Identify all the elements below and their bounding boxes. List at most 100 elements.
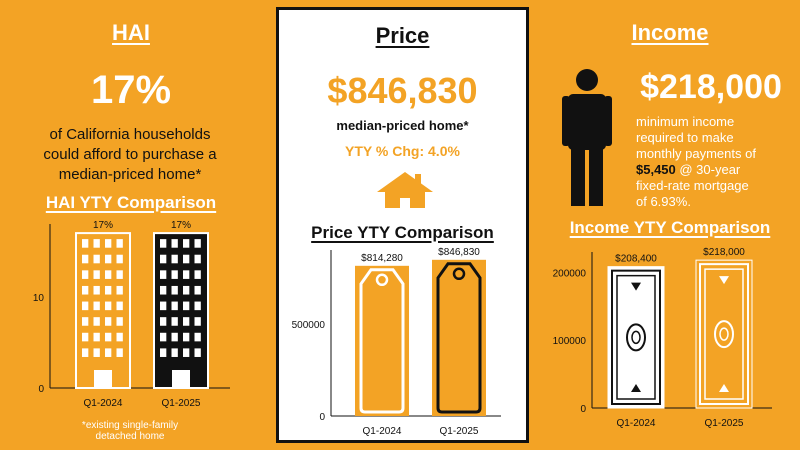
building-window	[82, 285, 89, 295]
hai-comparison-title: HAI YTY Comparison	[45, 193, 217, 212]
hai-chart: 0 10 17% Q1-2024 17% Q1-2025	[33, 220, 230, 409]
building-window	[93, 332, 100, 342]
category-label: Q1-2025	[162, 398, 201, 409]
building-window	[82, 301, 89, 311]
price-tag-hole	[452, 267, 466, 281]
data-label: 17%	[171, 220, 191, 231]
income-payment: $5,450	[636, 162, 676, 177]
building-window	[171, 348, 178, 357]
price-value: $846,830	[327, 70, 478, 111]
income-desc-line-3: monthly payments of	[636, 146, 756, 161]
building-window	[160, 270, 167, 279]
building-window	[194, 254, 201, 264]
price-tag-icon	[436, 262, 482, 414]
banknote-center	[631, 330, 641, 345]
building-window	[171, 254, 178, 264]
hai-description: of California households could afford to…	[43, 126, 217, 183]
building-window	[116, 285, 123, 295]
building-window	[194, 332, 201, 342]
banknote-inner	[704, 268, 744, 400]
building-window	[183, 332, 190, 342]
data-label: $208,400	[615, 254, 657, 265]
category-label: Q1-2025	[705, 418, 744, 429]
building-window	[160, 332, 167, 342]
building-window	[93, 285, 100, 295]
y-tick-label: 10	[33, 293, 45, 304]
building-window	[82, 239, 89, 248]
y-tick-label: 0	[580, 404, 586, 415]
building-window	[171, 332, 178, 342]
y-tick-label: 0	[38, 384, 44, 395]
building-window	[183, 348, 190, 357]
income-desc-line-1: minimum income	[636, 114, 735, 129]
banknote-top-mark	[631, 282, 641, 291]
income-comparison-title: Income YTY Comparison	[569, 218, 771, 237]
building-window	[160, 348, 167, 357]
building-window	[194, 239, 201, 248]
category-label: Q1-2024	[84, 398, 123, 409]
building-window	[93, 254, 100, 264]
building-window	[116, 317, 123, 326]
building-window	[183, 285, 190, 295]
price-bar	[432, 259, 486, 416]
price-yty-change: YTY % Chg: 4.0%	[345, 143, 460, 159]
building-window	[183, 254, 190, 264]
income-desc-line-6: of 6.93%.	[636, 194, 691, 209]
building-window	[93, 301, 100, 311]
building-window	[93, 348, 100, 357]
income-chart: 0 100000 200000 $208,400 Q1-2024 $218,000 Q1-2…	[553, 247, 772, 429]
price-title: Price	[375, 23, 430, 48]
building-window	[194, 317, 201, 326]
building-window	[82, 317, 89, 326]
building-window	[116, 301, 123, 311]
income-desc-line-4-rest: @ 30-year	[675, 162, 741, 177]
building-window	[194, 270, 201, 279]
income-panel: Income $218,000 minimum income required …	[540, 0, 800, 450]
building-window	[93, 239, 100, 248]
building-window	[171, 301, 178, 311]
building-window	[93, 270, 100, 279]
building-window	[160, 285, 167, 295]
building-window	[93, 317, 100, 326]
income-desc-line-4: $5,450 @ 30-year	[636, 162, 796, 178]
banknote-oval	[626, 323, 646, 352]
building-window	[160, 317, 167, 326]
price-subtitle: median-priced home*	[336, 118, 469, 133]
building-window	[105, 270, 112, 279]
building-window	[116, 239, 123, 248]
income-title: Income	[631, 20, 709, 45]
income-desc-line-5: fixed-rate mortgage	[636, 178, 749, 193]
building-window	[183, 301, 190, 311]
hai-value: 17%	[90, 68, 172, 112]
building-window	[160, 301, 167, 311]
person-icon	[562, 69, 612, 206]
building-window	[116, 270, 123, 279]
y-tick-label: 100000	[553, 336, 587, 347]
building-door	[94, 370, 112, 388]
banknote-inner	[616, 274, 656, 400]
y-tick-label: 0	[319, 412, 325, 423]
hai-title: HAI	[112, 20, 150, 45]
building-window	[183, 270, 190, 279]
building-window	[105, 348, 112, 357]
building-window	[183, 239, 190, 248]
building-window	[105, 301, 112, 311]
building-window	[183, 317, 190, 326]
building-window	[105, 239, 112, 248]
y-tick-label: 500000	[292, 320, 326, 331]
building-window	[171, 317, 178, 326]
data-label: $814,280	[361, 253, 403, 264]
hai-panel: HAI 17% of California households could a…	[0, 0, 262, 450]
building-window	[82, 254, 89, 264]
building-door	[172, 370, 190, 388]
price-bar	[355, 265, 409, 416]
building-window	[194, 301, 201, 311]
price-tag-icon	[359, 268, 405, 414]
building-window	[116, 254, 123, 264]
banknote-border	[611, 269, 661, 405]
banknote-bottom-mark	[719, 384, 729, 392]
price-chart: 0 500000 $814,280 Q1-2024 $846,830 Q1-2025	[292, 247, 501, 437]
building-window	[82, 332, 89, 342]
banknote-bottom-mark	[631, 384, 641, 392]
price-tag-hole	[375, 273, 389, 287]
